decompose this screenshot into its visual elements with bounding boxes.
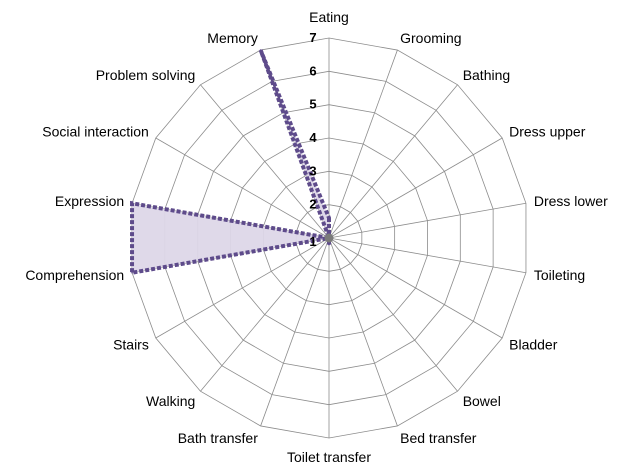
- radar-series: [130, 49, 334, 276]
- series-area-1: [130, 49, 333, 276]
- spoke-5: [328, 202, 527, 239]
- spoke-13: [155, 237, 330, 339]
- data-point-15: [131, 202, 133, 205]
- tick-label-5: 5: [309, 97, 316, 112]
- spoke-8: [328, 237, 458, 392]
- category-label-4: Dress upper: [509, 124, 586, 140]
- spoke-4: [328, 137, 503, 239]
- category-label-10: Toilet transfer: [287, 449, 371, 465]
- data-point-1: [328, 217, 330, 219]
- category-label-13: Stairs: [113, 337, 149, 353]
- tick-label-2: 2: [309, 197, 316, 212]
- tick-label-7: 7: [309, 30, 316, 45]
- spoke-2: [328, 49, 398, 239]
- spoke-11: [260, 237, 330, 427]
- category-label-6: Toileting: [534, 267, 585, 283]
- tick-label-1: 1: [309, 234, 316, 249]
- category-label-1: Eating: [309, 9, 349, 25]
- category-label-15: Expression: [55, 193, 124, 209]
- spoke-9: [328, 237, 398, 427]
- category-label-12: Walking: [146, 393, 195, 409]
- data-point-18: [259, 49, 262, 51]
- spoke-12: [200, 237, 330, 392]
- radar-grid: [131, 37, 527, 439]
- category-label-16: Social interaction: [42, 124, 149, 140]
- category-label-11: Bath transfer: [178, 430, 258, 446]
- category-label-3: Bathing: [463, 67, 510, 83]
- spoke-7: [328, 237, 503, 339]
- category-label-7: Bladder: [509, 337, 558, 353]
- radial-tick-labels: 1 2 3 4 5 6 7: [309, 30, 317, 249]
- tick-label-3: 3: [309, 163, 316, 178]
- category-label-8: Bowel: [463, 393, 501, 409]
- category-label-2: Grooming: [400, 30, 461, 46]
- category-label-9: Bed transfer: [400, 430, 477, 446]
- tick-label-4: 4: [309, 130, 317, 145]
- category-label-17: Problem solving: [96, 67, 196, 83]
- data-point-14: [131, 271, 133, 274]
- spoke-16: [155, 137, 330, 239]
- data-point-10: [328, 243, 330, 246]
- spoke-3: [328, 84, 458, 239]
- center-dot: [324, 233, 334, 243]
- category-label-5: Dress lower: [534, 193, 608, 209]
- tick-label-6: 6: [309, 63, 316, 78]
- category-label-18: Memory: [207, 30, 258, 46]
- category-labels: Eating Grooming Bathing Dress upper Dress lo…: [25, 9, 608, 465]
- category-label-14: Comprehension: [25, 267, 124, 283]
- spoke-6: [328, 237, 527, 274]
- spoke-17: [200, 84, 330, 239]
